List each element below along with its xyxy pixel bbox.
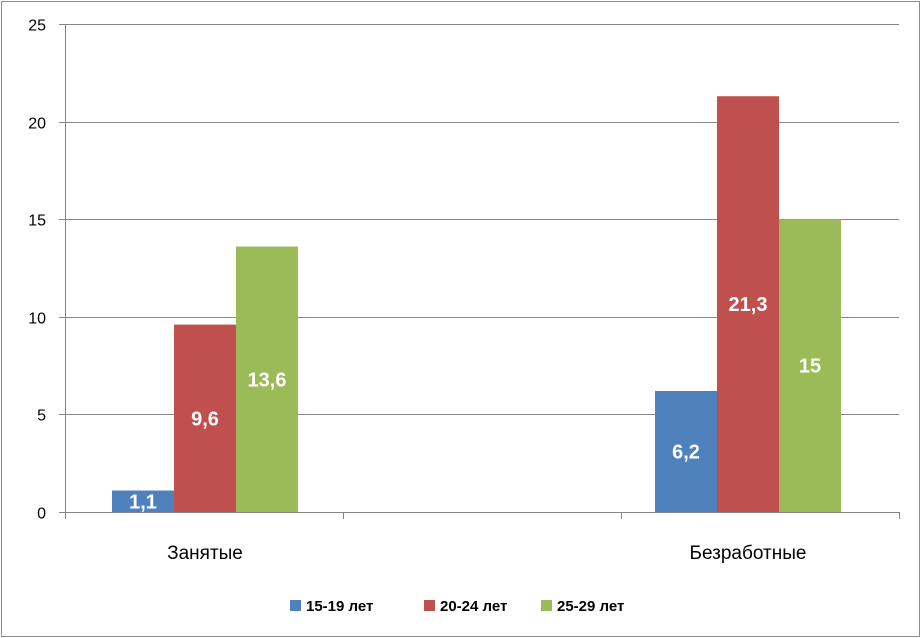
y-tick-label-10: 10: [28, 311, 46, 328]
data-label-3-2: 15: [799, 356, 821, 378]
legend-label-3: 25-29 лет: [557, 598, 624, 615]
y-tick-label-0: 0: [37, 506, 46, 523]
y-tick-label-15: 15: [28, 213, 46, 230]
y-tick-label-25: 25: [28, 18, 46, 35]
bar-2-2: [717, 96, 779, 512]
legend-swatch-2: [424, 600, 435, 611]
bar-1-1: [112, 490, 174, 512]
data-label-1-2: 6,2: [672, 441, 700, 463]
bar-1-2: [655, 390, 717, 512]
legend-label-1: 15-19 лет: [306, 598, 373, 615]
y-tick-label-5: 5: [37, 408, 46, 425]
bar-3-1: [236, 246, 298, 512]
data-label-2-1: 9,6: [191, 408, 219, 430]
data-label-1-1: 1,1: [129, 491, 157, 513]
y-tick-label-20: 20: [28, 116, 46, 133]
data-label-3-1: 13,6: [248, 369, 287, 391]
data-label-2-2: 21,3: [729, 294, 768, 316]
category-label-2: Безработные: [690, 543, 807, 564]
legend-label-2: 20-24 лет: [440, 598, 507, 615]
legend-swatch-1: [290, 600, 301, 611]
legend-swatch-3: [541, 600, 552, 611]
bar-2-1: [174, 324, 236, 512]
bar-3-2: [779, 219, 841, 512]
category-label-1: Занятые: [167, 543, 243, 564]
